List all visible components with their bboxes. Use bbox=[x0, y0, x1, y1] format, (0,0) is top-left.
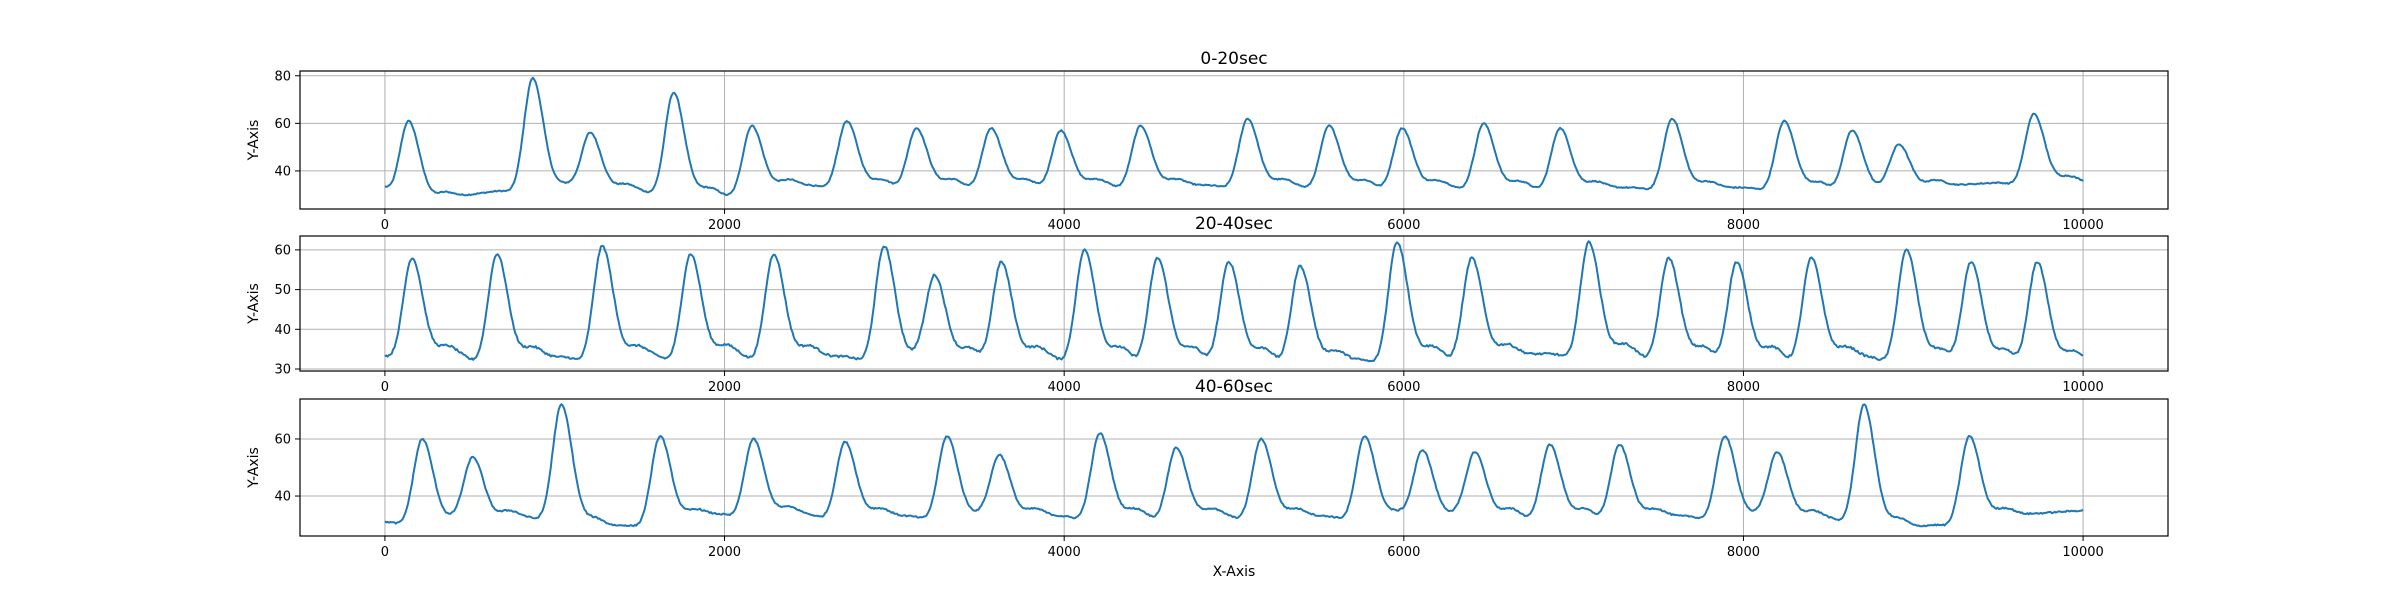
x-tick-label: 6000 bbox=[1387, 545, 1420, 560]
plot-frame bbox=[299, 70, 2169, 210]
x-tick-label: 4000 bbox=[1048, 545, 1081, 560]
x-tick-label: 2000 bbox=[708, 218, 741, 233]
y-tick-label: 60 bbox=[274, 243, 291, 258]
plot-frame bbox=[299, 398, 2169, 537]
subplot-title: 0-20sec bbox=[1200, 49, 1267, 69]
x-tick-label: 6000 bbox=[1387, 380, 1420, 395]
y-tick-label: 50 bbox=[274, 283, 291, 298]
plot-frame bbox=[299, 235, 2169, 372]
y-tick-label: 40 bbox=[274, 164, 291, 179]
x-axis-label: X-Axis bbox=[1213, 564, 1256, 580]
x-tick-label: 10000 bbox=[2062, 218, 2103, 233]
y-tick-label: 60 bbox=[274, 117, 291, 132]
x-tick-label: 6000 bbox=[1387, 218, 1420, 233]
series-line bbox=[384, 240, 2084, 363]
x-tick-label: 10000 bbox=[2062, 380, 2103, 395]
y-tick-label: 40 bbox=[274, 323, 291, 338]
y-axis-label: Y-Axis bbox=[246, 120, 262, 162]
subplot-3: 0 2000 4000 6000 8000 10000 40 60 40-60sec Y-Axis… bbox=[246, 377, 2169, 580]
series-line bbox=[384, 76, 2084, 197]
y-tick-label: 30 bbox=[274, 363, 291, 378]
y-axis-label: Y-Axis bbox=[246, 283, 262, 325]
y-axis-label: Y-Axis bbox=[246, 447, 262, 489]
x-tick-label: 2000 bbox=[708, 380, 741, 395]
subplot-1: 0 2000 4000 6000 8000 10000 40 60 80 0-20sec Y-Axi… bbox=[246, 49, 2169, 233]
x-tick-label: 8000 bbox=[1727, 380, 1760, 395]
series-line bbox=[384, 403, 2084, 528]
x-tick-label: 8000 bbox=[1727, 545, 1760, 560]
y-tick-label: 40 bbox=[274, 490, 291, 505]
subplot-title: 20-40sec bbox=[1195, 214, 1273, 234]
x-tick-label: 8000 bbox=[1727, 218, 1760, 233]
subplot-2: 0 2000 4000 6000 8000 10000 30 40 50 60 20-40sec Y-… bbox=[246, 214, 2169, 395]
subplot-title: 40-60sec bbox=[1195, 377, 1273, 397]
x-tick-label: 2000 bbox=[708, 545, 741, 560]
x-tick-label: 0 bbox=[381, 545, 389, 560]
y-tick-label: 60 bbox=[274, 432, 291, 447]
x-tick-label: 0 bbox=[381, 218, 389, 233]
x-tick-label: 10000 bbox=[2062, 545, 2103, 560]
y-tick-label: 80 bbox=[274, 69, 291, 84]
x-tick-label: 4000 bbox=[1048, 218, 1081, 233]
x-tick-label: 4000 bbox=[1048, 380, 1081, 395]
x-tick-label: 0 bbox=[381, 380, 389, 395]
